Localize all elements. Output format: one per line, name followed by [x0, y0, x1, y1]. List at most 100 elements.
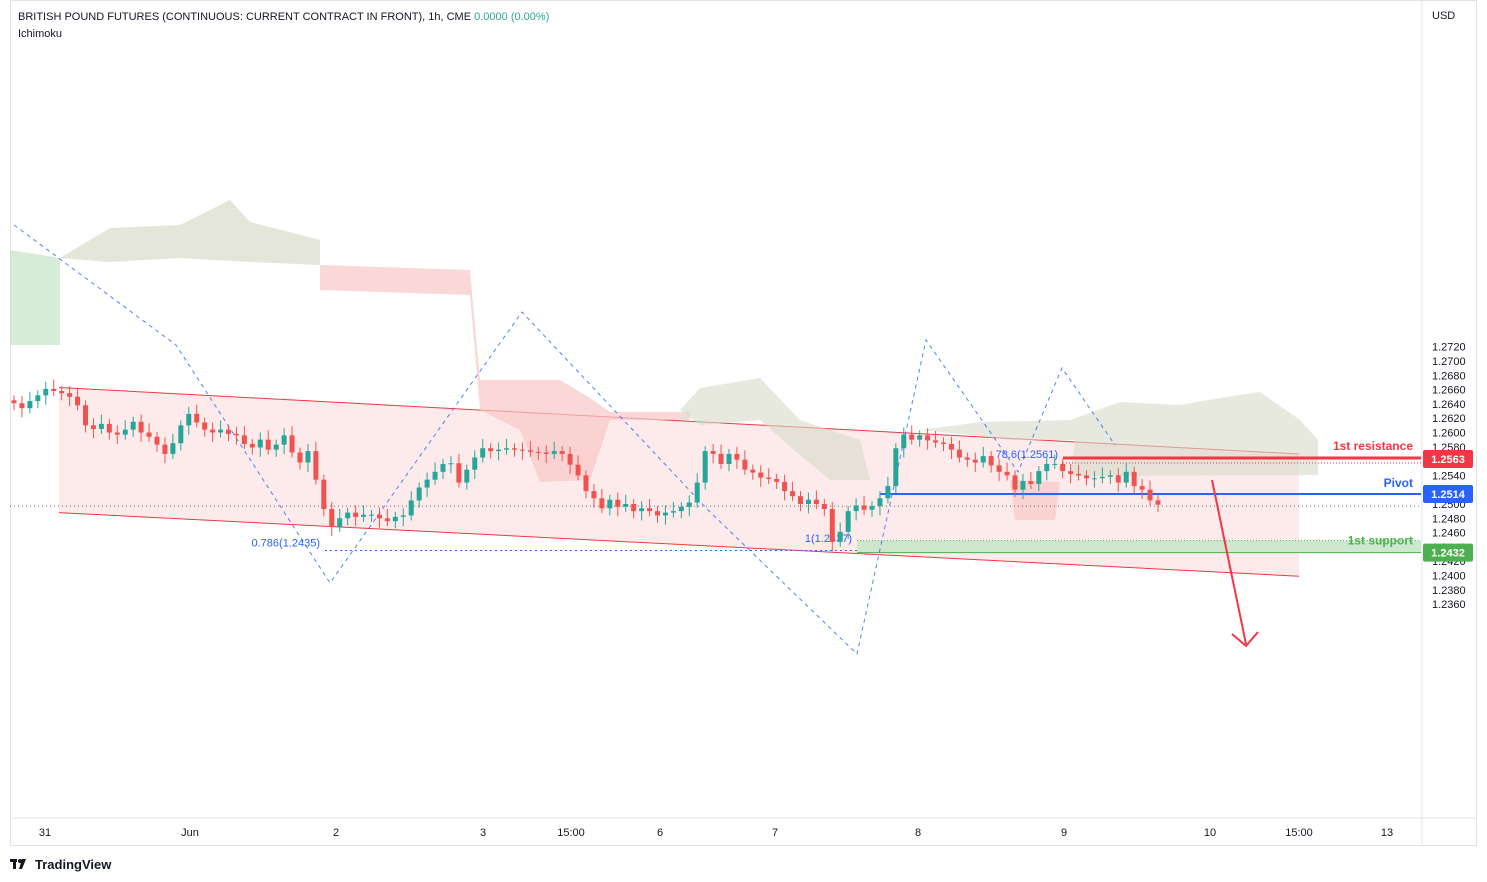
- candle-up: [607, 494, 613, 516]
- y-tick-label: 1.2380: [1432, 585, 1466, 597]
- candle-body: [917, 435, 923, 440]
- candle-body: [456, 463, 462, 483]
- candle-body: [448, 463, 454, 465]
- candle-body: [829, 509, 835, 542]
- candle-body: [273, 444, 279, 450]
- change-percent: (0.00%): [510, 11, 550, 23]
- candle-body: [194, 413, 200, 423]
- candle-body: [535, 451, 541, 453]
- candle-body: [662, 512, 668, 516]
- support-price-tag: 1.2432: [1423, 543, 1473, 562]
- candle-body: [964, 457, 970, 460]
- candle-body: [369, 514, 374, 516]
- candle-body: [805, 499, 811, 504]
- candle-body: [480, 448, 486, 458]
- candle-body: [218, 429, 224, 433]
- candle-down: [956, 440, 962, 463]
- candle-up: [805, 492, 811, 514]
- candle-down: [241, 426, 247, 449]
- candle-body: [512, 448, 517, 450]
- candle-body: [154, 436, 160, 445]
- candle-down: [996, 458, 1002, 482]
- candle-body: [877, 498, 883, 507]
- indicator-label[interactable]: Ichimoku: [18, 28, 63, 40]
- candle-up: [845, 506, 851, 540]
- candle-down: [925, 428, 931, 450]
- candle-up: [273, 439, 279, 457]
- candle-up: [424, 472, 430, 497]
- candle-body: [257, 439, 263, 448]
- y-tick-label: 1.2400: [1432, 571, 1466, 583]
- candle-up: [869, 501, 875, 517]
- candle-down: [456, 453, 462, 488]
- symbol-title[interactable]: BRITISH POUND FUTURES (CONTINUOUS: CURRE…: [18, 11, 472, 23]
- candle-body: [583, 475, 589, 492]
- price-tag-text: 1.2432: [1431, 548, 1465, 560]
- change-value: 0.0000: [474, 11, 508, 23]
- candle-body: [686, 502, 692, 507]
- candle-down: [527, 441, 533, 457]
- candle-body: [591, 491, 597, 499]
- ichimoku-cloud: [10, 200, 1318, 520]
- candle-body: [11, 400, 17, 404]
- candle-up: [1107, 470, 1113, 484]
- candle-down: [114, 425, 120, 444]
- candle-down: [353, 505, 359, 527]
- candle-down: [575, 455, 581, 481]
- candle-up: [1036, 466, 1042, 492]
- candle-body: [178, 425, 184, 444]
- candle-body: [837, 531, 843, 542]
- candle-down: [813, 490, 819, 510]
- candle-down: [249, 438, 255, 455]
- candle-up: [1044, 456, 1050, 481]
- candle-body: [1068, 471, 1074, 474]
- candle-up: [257, 432, 263, 457]
- candle-up: [726, 448, 732, 472]
- candle-down: [790, 481, 796, 502]
- candle-body: [353, 512, 359, 517]
- candle-body: [527, 450, 533, 452]
- candle-down: [233, 426, 239, 445]
- candle-up: [702, 446, 708, 490]
- candle-up: [281, 428, 287, 454]
- candle-body: [305, 451, 311, 463]
- axes: 1.2720 1.2700 1.2680 1.2660 1.2640 1.2620 1.26…: [10, 0, 1477, 846]
- candle-body: [1115, 475, 1121, 483]
- candle-down: [297, 447, 303, 470]
- candle-down: [1068, 463, 1074, 484]
- candle-up: [472, 450, 478, 479]
- candle-up: [170, 433, 176, 459]
- candle-body: [782, 481, 788, 492]
- candle-body: [114, 432, 120, 435]
- candle-body: [996, 465, 1002, 472]
- candle-body: [861, 505, 867, 510]
- candle-up: [440, 458, 446, 479]
- cloud-segment-gray: [60, 200, 320, 265]
- candle-body: [885, 486, 891, 499]
- candle-up: [448, 456, 454, 474]
- projection-arrow: [1211, 479, 1259, 648]
- candle-down: [289, 426, 295, 458]
- currency-label: USD: [1432, 10, 1456, 22]
- candle-down: [202, 417, 208, 437]
- fib-786-right-label: 78.6(1.2561): [996, 449, 1058, 461]
- support-zone: [857, 540, 1421, 553]
- candle-body: [750, 469, 756, 473]
- candle-body: [813, 499, 819, 504]
- candle-body: [289, 435, 295, 453]
- candle-body: [694, 482, 700, 503]
- candle-up: [1099, 467, 1105, 484]
- candle-body: [821, 504, 827, 510]
- candle-body: [1044, 463, 1050, 472]
- candle-down: [210, 422, 216, 442]
- candle-down: [162, 437, 168, 464]
- candle-body: [59, 391, 65, 394]
- candle-body: [233, 433, 239, 436]
- candle-body: [1036, 471, 1042, 484]
- price-tag-box: [1423, 449, 1473, 468]
- candle-body: [186, 413, 192, 426]
- candle-down: [559, 446, 565, 462]
- brand-name[interactable]: TradingView: [35, 856, 112, 872]
- candle-body: [35, 395, 41, 402]
